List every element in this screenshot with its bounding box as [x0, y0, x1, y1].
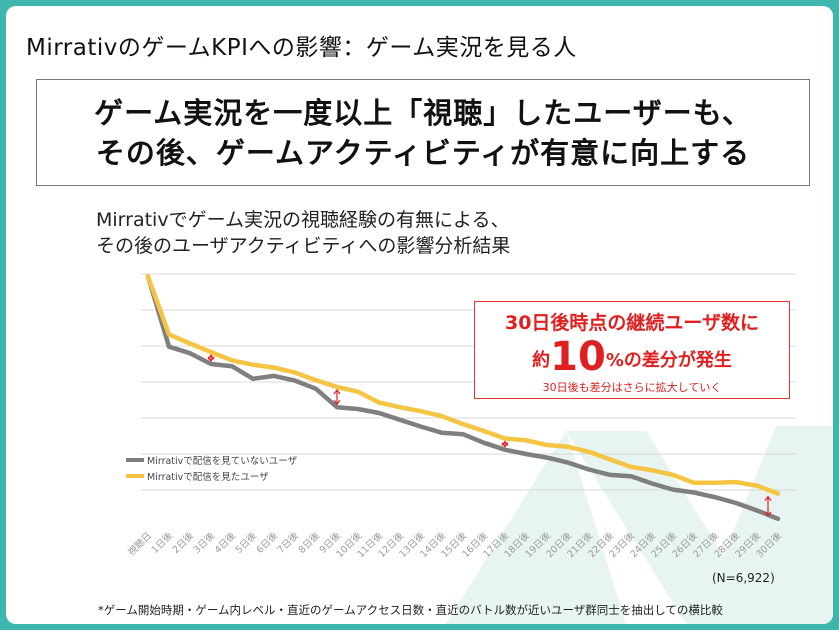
callout-box: 30日後時点の継続ユーザ数に 約10%の差分が発生 30日後も差分はさらに拡大し…: [474, 301, 790, 399]
callout-big-number: 10: [550, 334, 606, 380]
legend-swatch-yellow: [126, 474, 144, 478]
x-tick-label: 4日後: [212, 529, 239, 556]
difference-arrow-head-bottom: [333, 399, 341, 406]
chart-subtitle-line-1: Mirrativでゲーム実況の視聴経験の有無による、: [96, 209, 510, 231]
slide-title: MirrativのゲームKPIへの影響：ゲーム実況を見る人: [26, 35, 577, 61]
x-tick-label: 5日後: [233, 529, 260, 556]
callout-note: 30日後も差分はさらに拡大していく: [542, 381, 722, 394]
difference-arrow-head-top: [764, 495, 772, 501]
headline-line-2: その後、ゲームアクティビティが有意に向上する: [95, 135, 751, 170]
difference-arrow-head-bottom: [501, 442, 509, 448]
x-tick-label: 2日後: [170, 529, 197, 556]
difference-arrow-head-top: [333, 389, 341, 395]
difference-arrow-head-bottom: [207, 356, 215, 362]
x-tick-label: 視聴日: [125, 530, 154, 559]
retention-line-chart: 視聴日1日後2日後3日後4日後5日後6日後7日後8日後9日後10日後11日後12…: [125, 273, 796, 560]
x-tick-label: 7日後: [275, 529, 302, 556]
series-line-not-viewed: [145, 274, 781, 522]
legend-item-not-viewed: Mirrativで配信を見ていないユーザ: [126, 452, 297, 468]
chart-subtitle-line-2: その後のユーザアクティビティへの影響分析結果: [96, 235, 511, 257]
x-tick-label: 6日後: [254, 529, 281, 556]
legend-label-not-viewed: Mirrativで配信を見ていないユーザ: [147, 456, 298, 467]
x-tick-label: 8日後: [296, 529, 323, 556]
legend-swatch-gray: [126, 458, 144, 462]
series-line-viewed: [145, 274, 781, 496]
mirrativ-logo-watermark: [446, 426, 833, 624]
callout-line-1: 30日後時点の継続ユーザ数に: [504, 312, 760, 334]
footnote: *ゲーム開始時期・ゲーム内レベル・直近のゲームアクセス日数・直近のバトル数が近い…: [98, 603, 723, 617]
sample-size: (N=6,922): [712, 571, 775, 585]
callout-prefix: 約: [532, 350, 551, 371]
slide: MirrativのゲームKPIへの影響：ゲーム実況を見る人 ゲーム実況を一度以上…: [6, 6, 833, 624]
legend-label-viewed: Mirrativで配信を見たユーザ: [147, 472, 269, 483]
x-tick-label: 1日後: [149, 529, 176, 556]
chart-subtitle: Mirrativでゲーム実況の視聴経験の有無による、 その後のユーザアクティビテ…: [96, 207, 510, 259]
legend-item-viewed: Mirrativで配信を見たユーザ: [126, 468, 297, 484]
x-tick-label: 3日後: [191, 529, 218, 556]
headline-line-1: ゲーム実況を一度以上「視聴」したユーザーも、: [94, 95, 752, 130]
callout-line-2: 約10%の差分が発生: [475, 335, 789, 383]
headline-box: ゲーム実況を一度以上「視聴」したユーザーも、 その後、ゲームアクティビティが有意…: [36, 79, 810, 186]
difference-arrow-head-bottom: [764, 511, 772, 517]
callout-suffix: %の差分が発生: [605, 350, 732, 371]
chart-legend: Mirrativで配信を見ていないユーザ Mirrativで配信を見たユーザ: [126, 452, 297, 484]
